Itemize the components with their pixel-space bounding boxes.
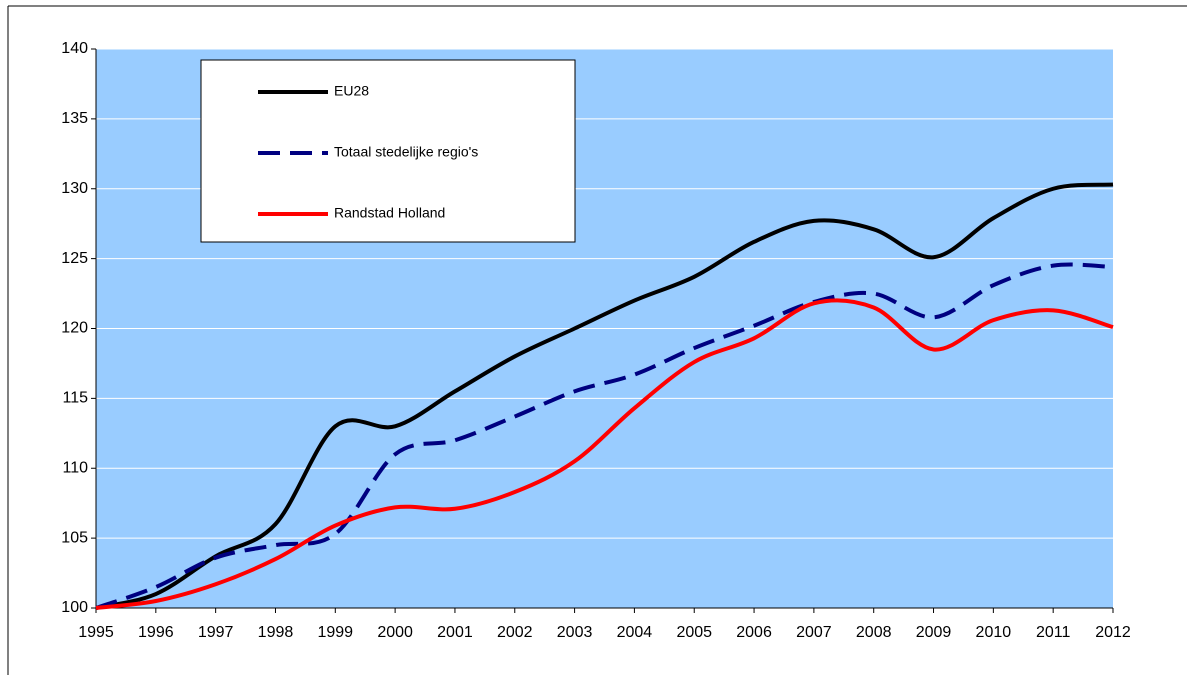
legend-label: Randstad Holland <box>334 205 445 221</box>
y-tick-label: 125 <box>61 250 88 267</box>
series-line <box>95 262 1114 610</box>
x-tick-label: 1999 <box>317 624 353 641</box>
x-tick-label: 2006 <box>736 624 772 641</box>
y-tick-label: 115 <box>62 390 88 407</box>
x-tick-label: 2003 <box>557 624 593 641</box>
x-tick-label: 2007 <box>796 624 832 641</box>
x-tick-label: 2012 <box>1095 624 1131 641</box>
series-line <box>95 182 1114 610</box>
x-tick-label: 2000 <box>377 624 413 641</box>
x-tick-label: 2004 <box>617 624 653 641</box>
x-tick-label: 1998 <box>258 624 294 641</box>
y-tick-label: 135 <box>61 110 88 127</box>
x-tick-label: 1995 <box>78 624 114 641</box>
y-tick-label: 100 <box>61 599 88 616</box>
y-tick-label: 140 <box>61 40 88 57</box>
x-tick-label: 2001 <box>437 624 473 641</box>
x-tick-label: 2011 <box>1036 624 1071 641</box>
y-tick-label: 110 <box>62 459 88 476</box>
x-tick-label: 1997 <box>198 624 234 641</box>
y-tick-label: 105 <box>61 529 88 546</box>
y-tick-label: 120 <box>61 320 88 337</box>
series-line <box>95 298 1114 610</box>
x-tick-label: 2005 <box>676 624 712 641</box>
x-tick-label: 2002 <box>497 624 533 641</box>
legend-label: EU28 <box>334 83 369 99</box>
x-tick-label: 2010 <box>976 624 1012 641</box>
x-tick-label: 1996 <box>138 624 174 641</box>
y-tick-label: 130 <box>61 180 88 197</box>
x-tick-label: 2009 <box>916 624 952 641</box>
legend-label: Totaal stedelijke regio's <box>334 144 478 160</box>
x-tick-label: 2008 <box>856 624 892 641</box>
